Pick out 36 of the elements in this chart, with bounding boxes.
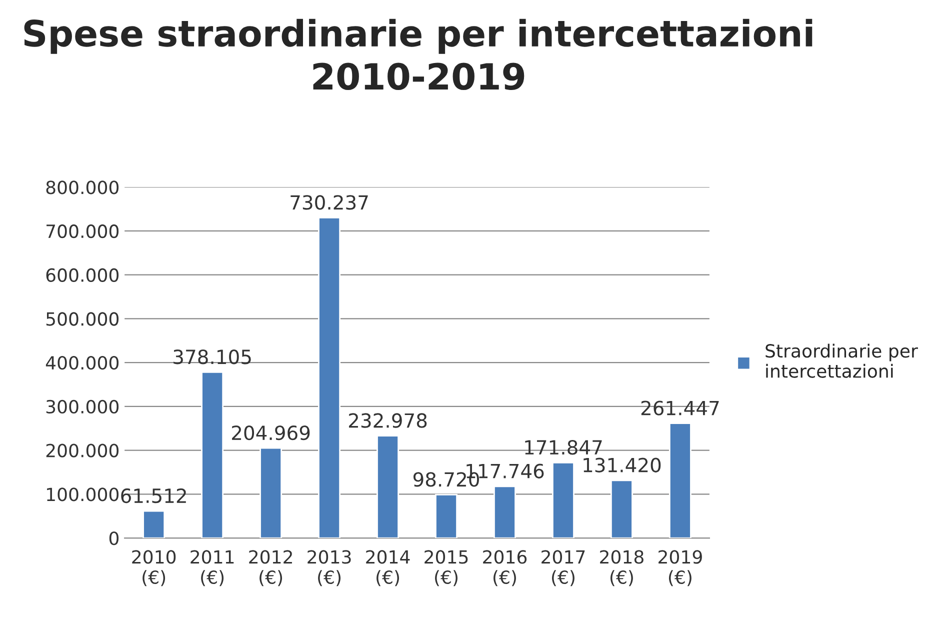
x-tick-label: 2014 (€) [366, 550, 410, 586]
bar [142, 510, 166, 538]
bar [376, 435, 399, 538]
y-tick-label: 200.000 [46, 444, 119, 458]
y-tick-label: 600.000 [46, 268, 119, 282]
y-tick-label: 400.000 [46, 356, 119, 370]
x-tick-label: 2012 (€) [249, 550, 292, 586]
bar [201, 371, 224, 538]
bar [318, 217, 341, 538]
y-tick-label: 100.000 [47, 488, 119, 502]
y-tick-label: 300.000 [46, 400, 119, 414]
bar [494, 486, 516, 538]
data-label: 131.420 [584, 458, 661, 472]
y-tick-label: 700.000 [46, 224, 119, 238]
x-tick-label: 2019 (€) [658, 550, 702, 586]
data-label: 730.237 [290, 195, 368, 210]
bar [435, 494, 458, 538]
bar [552, 462, 574, 538]
bar [260, 447, 282, 538]
x-tick-label: 2010 (€) [132, 550, 176, 586]
y-tick-label: 0 [109, 531, 119, 546]
x-tick-label: 2017 (€) [542, 550, 585, 586]
data-label: 232.978 [348, 413, 427, 428]
chart-title: Spese straordinarie per intercettazioni 2010-2019 [24, 18, 812, 90]
bar [668, 422, 692, 538]
data-label: 378.105 [174, 350, 251, 364]
bar [610, 480, 633, 538]
data-label: 204.969 [232, 425, 310, 440]
y-tick-label: 800.000 [46, 180, 119, 194]
y-tick-label: 500.000 [46, 312, 119, 326]
x-tick-label: 2018 (€) [600, 550, 644, 586]
legend-label: Straordinarie per intercettazioni [766, 344, 918, 378]
x-tick-label: 2015 (€) [424, 550, 468, 586]
x-tick-label: 2013 (€) [308, 550, 351, 586]
x-tick-label: 2016 (€) [483, 550, 527, 586]
x-tick-label: 2011 (€) [190, 550, 234, 586]
